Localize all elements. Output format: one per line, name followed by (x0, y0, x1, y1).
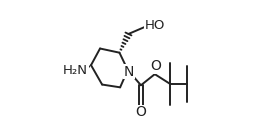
Text: O: O (136, 105, 146, 119)
Polygon shape (82, 65, 91, 73)
Text: O: O (150, 59, 161, 73)
Text: HO: HO (144, 19, 165, 32)
Text: H₂N: H₂N (63, 64, 88, 76)
Text: N: N (124, 65, 134, 79)
